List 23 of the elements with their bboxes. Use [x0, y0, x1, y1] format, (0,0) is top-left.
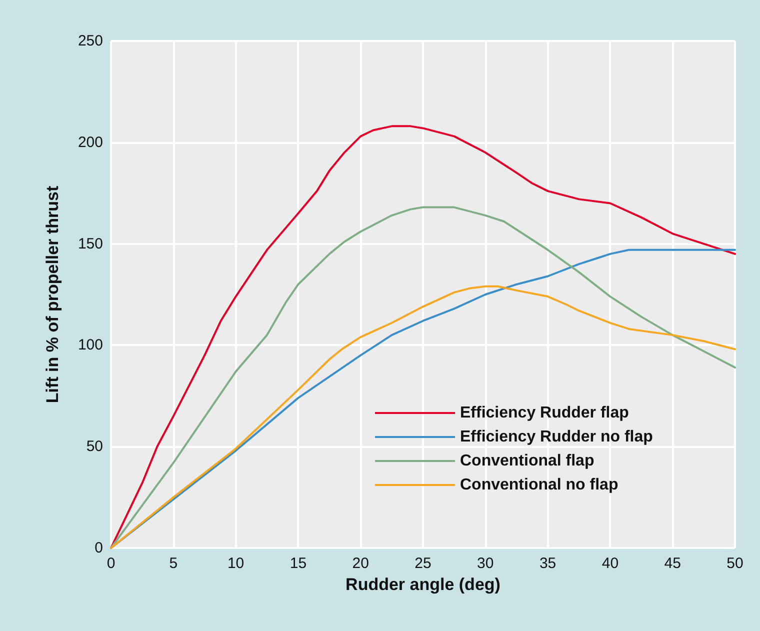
x-tick-label: 45: [664, 555, 681, 572]
y-tick-label: 100: [78, 336, 103, 354]
x-tick-label: 40: [602, 555, 619, 572]
x-tick-label: 5: [169, 555, 178, 572]
y-tick-label: 50: [86, 438, 103, 456]
y-tick-label: 200: [78, 134, 103, 151]
x-tick-label: 10: [227, 555, 244, 572]
x-tick-label: 30: [477, 555, 494, 572]
y-axis-title: Lift in % of propeller thrust: [43, 186, 62, 404]
legend-label: Conventional no flap: [460, 476, 618, 494]
x-tick-label: 50: [726, 555, 744, 572]
x-tick-label: 25: [414, 555, 432, 572]
x-tick-label: 35: [539, 555, 556, 572]
legend-label: Efficiency Rudder flap: [460, 404, 630, 422]
x-tick-label: 20: [352, 555, 369, 572]
x-tick-label: 0: [106, 555, 116, 572]
legend-label: Efficiency Rudder no flap: [460, 428, 654, 446]
y-tick-label: 0: [94, 540, 103, 556]
legend-label: Conventional flap: [460, 452, 594, 470]
x-axis-title: Rudder angle (deg): [346, 574, 500, 594]
y-tick-label: 250: [78, 32, 103, 50]
x-tick-label: 15: [290, 555, 307, 572]
y-tick-label: 150: [78, 235, 103, 252]
